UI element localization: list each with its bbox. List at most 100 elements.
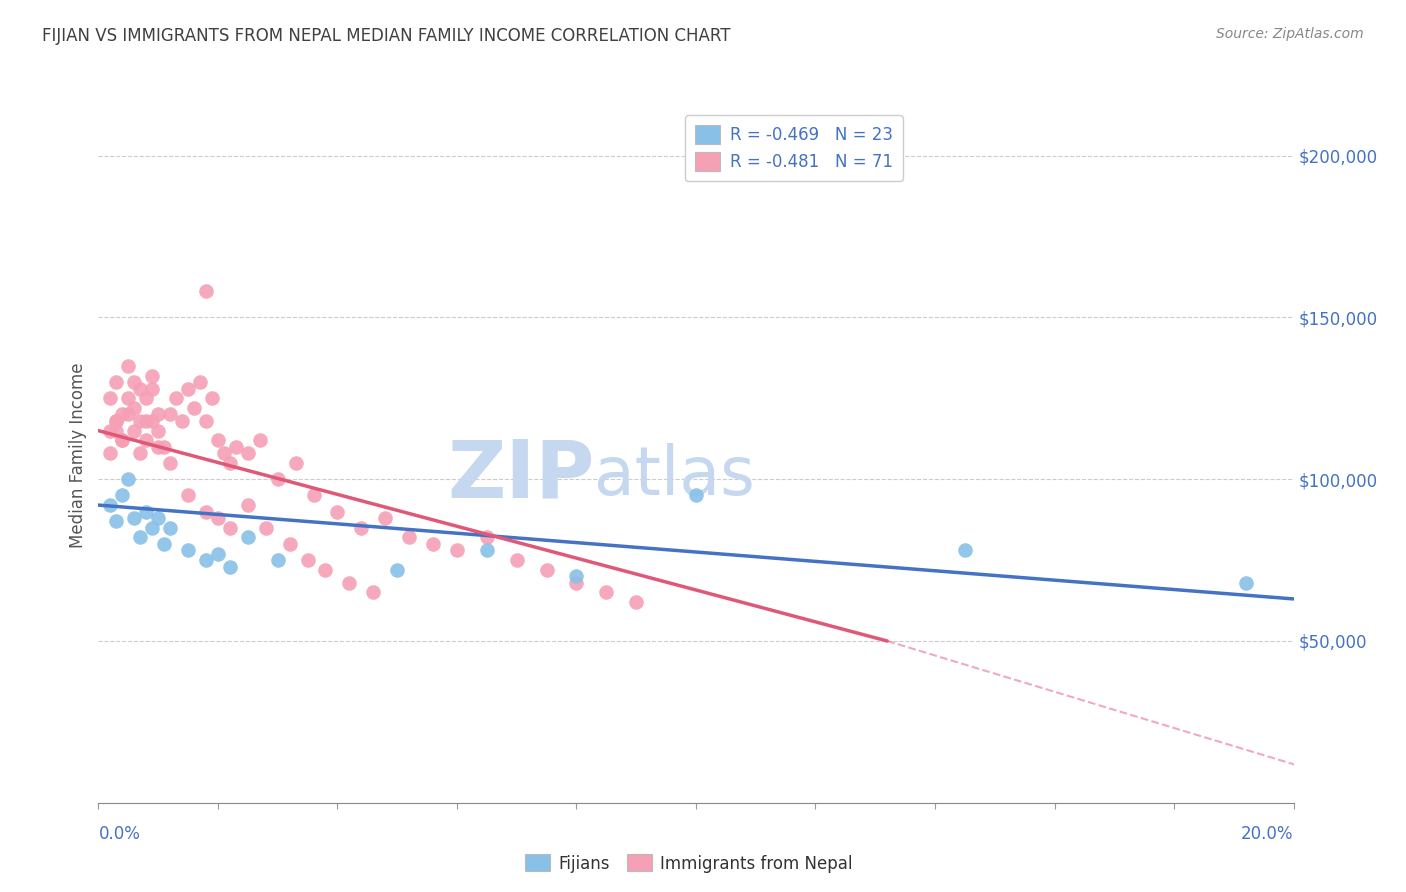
Point <box>117 359 139 373</box>
Point <box>363 585 385 599</box>
Point <box>105 514 128 528</box>
Point <box>339 575 360 590</box>
Point <box>135 392 157 406</box>
Point <box>195 414 218 428</box>
Point <box>148 511 170 525</box>
Point <box>177 382 200 396</box>
Point <box>183 401 205 415</box>
Point <box>105 375 128 389</box>
Point <box>159 456 181 470</box>
Point <box>278 537 301 551</box>
Point <box>117 408 139 422</box>
Point <box>188 375 211 389</box>
Text: Source: ZipAtlas.com: Source: ZipAtlas.com <box>1216 27 1364 41</box>
Legend: Fijians, Immigrants from Nepal: Fijians, Immigrants from Nepal <box>519 847 859 880</box>
Point <box>536 563 558 577</box>
Point <box>565 569 588 583</box>
Point <box>105 414 128 428</box>
Point <box>105 424 128 438</box>
Point <box>195 285 218 299</box>
Point <box>165 392 187 406</box>
Point <box>141 368 163 383</box>
Point <box>159 521 181 535</box>
Point <box>212 446 235 460</box>
Point <box>207 511 229 525</box>
Point <box>422 537 444 551</box>
Point <box>225 440 247 454</box>
Point <box>148 424 170 438</box>
Text: ZIP: ZIP <box>447 437 595 515</box>
Point <box>111 408 134 422</box>
Point <box>111 488 134 502</box>
Point <box>475 531 498 545</box>
Point <box>284 456 307 470</box>
Point <box>195 504 218 518</box>
Point <box>219 456 242 470</box>
Point <box>141 382 163 396</box>
Point <box>124 511 146 525</box>
Point <box>105 414 128 428</box>
Point <box>254 521 277 535</box>
Point <box>207 547 229 561</box>
Text: FIJIAN VS IMMIGRANTS FROM NEPAL MEDIAN FAMILY INCOME CORRELATION CHART: FIJIAN VS IMMIGRANTS FROM NEPAL MEDIAN F… <box>42 27 731 45</box>
Point <box>100 446 122 460</box>
Point <box>236 498 259 512</box>
Point <box>153 440 176 454</box>
Point <box>565 575 588 590</box>
Point <box>195 553 218 567</box>
Point <box>236 531 259 545</box>
Point <box>129 446 152 460</box>
Point <box>385 563 409 577</box>
Point <box>506 553 529 567</box>
Point <box>141 414 163 428</box>
Point <box>129 414 152 428</box>
Point <box>446 543 468 558</box>
Y-axis label: Median Family Income: Median Family Income <box>69 362 87 548</box>
Point <box>153 537 176 551</box>
Text: 0.0%: 0.0% <box>98 825 141 843</box>
Point <box>129 382 152 396</box>
Point <box>100 424 122 438</box>
Point <box>124 375 146 389</box>
Point <box>219 559 242 574</box>
Point <box>148 440 170 454</box>
Point <box>374 511 396 525</box>
Point <box>135 434 157 448</box>
Point <box>249 434 271 448</box>
Point <box>124 401 146 415</box>
Point <box>475 543 498 558</box>
Point <box>297 553 319 567</box>
Point <box>141 521 163 535</box>
Point <box>100 392 122 406</box>
Point <box>111 434 134 448</box>
Point <box>111 434 134 448</box>
Point <box>595 585 617 599</box>
Point <box>100 498 122 512</box>
Point <box>159 408 181 422</box>
Point <box>685 488 707 502</box>
Point <box>207 434 229 448</box>
Legend: R = -0.469   N = 23, R = -0.481   N = 71: R = -0.469 N = 23, R = -0.481 N = 71 <box>685 115 903 181</box>
Point <box>117 472 139 486</box>
Point <box>1234 575 1257 590</box>
Point <box>302 488 325 502</box>
Point <box>350 521 373 535</box>
Point <box>177 488 200 502</box>
Point <box>398 531 420 545</box>
Point <box>135 504 157 518</box>
Point <box>135 414 157 428</box>
Point <box>148 408 170 422</box>
Point <box>117 392 139 406</box>
Point <box>172 414 194 428</box>
Point <box>236 446 259 460</box>
Point <box>326 504 349 518</box>
Text: 20.0%: 20.0% <box>1241 825 1294 843</box>
Point <box>201 392 224 406</box>
Point <box>267 472 290 486</box>
Point <box>129 531 152 545</box>
Point <box>177 543 200 558</box>
Point <box>953 543 976 558</box>
Point <box>219 521 242 535</box>
Point <box>315 563 337 577</box>
Text: atlas: atlas <box>595 442 755 508</box>
